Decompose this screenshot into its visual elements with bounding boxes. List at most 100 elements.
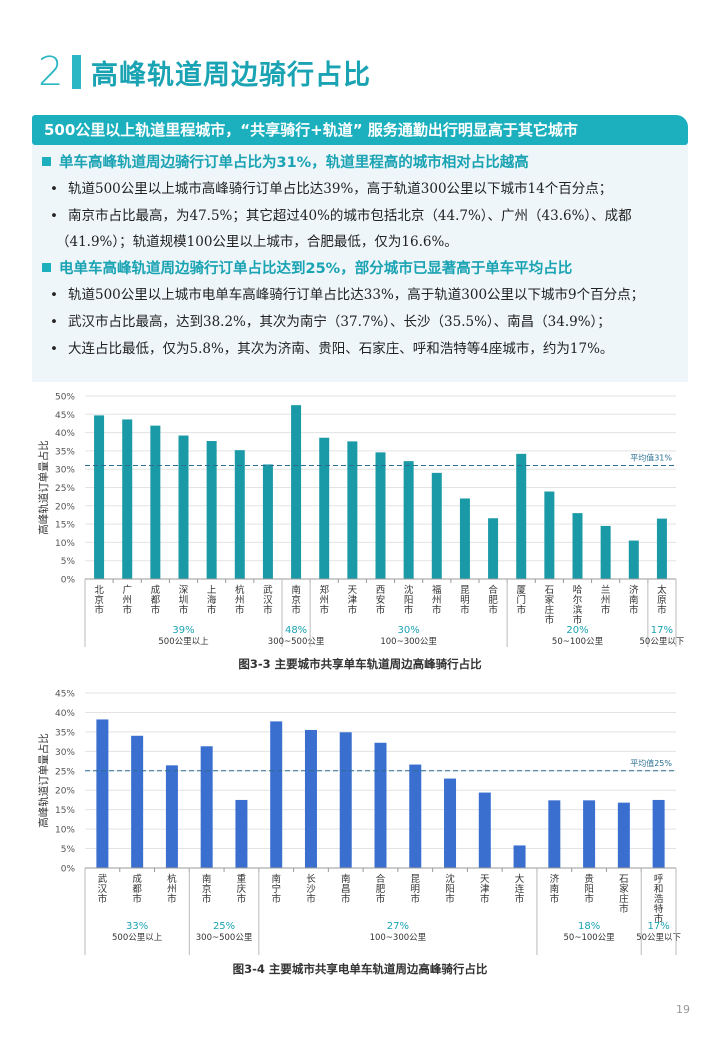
category-label: 重庆市 bbox=[237, 873, 247, 905]
bar-沈阳市 bbox=[403, 461, 414, 579]
bar-合肥市 bbox=[374, 742, 387, 868]
bar-大连市 bbox=[513, 845, 526, 868]
bar-石家庄市 bbox=[617, 802, 630, 868]
category-label: 成都市 bbox=[132, 873, 142, 905]
bar-天津市 bbox=[347, 441, 358, 579]
bar-成都市 bbox=[131, 735, 144, 868]
bar-兰州市 bbox=[600, 525, 611, 579]
y-tick-label: 25% bbox=[55, 484, 75, 494]
group-label: 300~500公里 bbox=[196, 933, 253, 943]
group-label: 500公里以上 bbox=[158, 637, 209, 647]
bar-昆明市 bbox=[409, 764, 422, 868]
category-label: 沈阳市 bbox=[445, 873, 455, 905]
bar-济南市 bbox=[548, 800, 561, 868]
category-label: 福州市 bbox=[432, 584, 442, 616]
group-label: 50公里以下 bbox=[636, 933, 681, 943]
findings-panel: 单车高峰轨道周边骑行订单占比为31%，轨道里程高的城市相对占比越高 轨道500公… bbox=[32, 145, 688, 382]
y-tick-label: 30% bbox=[55, 748, 75, 758]
group-share: 18% bbox=[578, 921, 600, 932]
category-label: 北京市 bbox=[94, 585, 104, 616]
group-share: 17% bbox=[648, 921, 670, 932]
bar-西安市 bbox=[375, 452, 386, 579]
category-label: 杭州市 bbox=[235, 584, 245, 616]
bar-哈尔滨市 bbox=[572, 513, 583, 579]
y-tick-label: 0% bbox=[61, 865, 76, 875]
bar-济南市 bbox=[628, 540, 639, 579]
y-tick-label: 30% bbox=[55, 466, 75, 476]
group-label: 300~500公里 bbox=[268, 637, 325, 647]
bar-石家庄市 bbox=[544, 491, 555, 579]
bike-bullet-1: 轨道500公里以上城市高峰骑行订单占比达39%，高于轨道300公里以下城市14个… bbox=[42, 176, 678, 203]
bar-昆明市 bbox=[459, 498, 470, 579]
bar-成都市 bbox=[150, 425, 161, 579]
ebike-subheading-text: 电单车高峰轨道周边骑行订单占比达到25%，部分城市已显著高于单车平均占比 bbox=[59, 261, 573, 277]
category-label: 武汉市 bbox=[98, 873, 108, 905]
y-tick-label: 45% bbox=[55, 690, 75, 700]
y-tick-label: 40% bbox=[55, 709, 75, 719]
bar-南京市 bbox=[291, 405, 302, 579]
average-label: 平均值31% bbox=[630, 453, 672, 463]
bar-贵阳市 bbox=[583, 800, 596, 868]
category-label: 兰州市 bbox=[601, 584, 611, 616]
category-label: 南京市 bbox=[202, 873, 212, 905]
square-bullet-icon bbox=[42, 263, 51, 272]
bar-南宁市 bbox=[270, 721, 283, 868]
group-share: 27% bbox=[387, 921, 409, 932]
category-label: 广州市 bbox=[122, 584, 132, 616]
group-label: 100~300公里 bbox=[370, 933, 427, 943]
category-label: 成都市 bbox=[151, 584, 161, 616]
group-share: 39% bbox=[172, 625, 194, 636]
chart2-caption: 图3-4 主要城市共享电单车轨道周边高峰骑行占比 bbox=[232, 962, 488, 976]
category-label: 南宁市 bbox=[271, 873, 281, 905]
y-tick-label: 20% bbox=[55, 787, 75, 797]
category-label: 天津市 bbox=[480, 874, 490, 905]
ebike-bullet-2: 武汉市占比最高，达到38.2%，其次为南宁（37.7%）、长沙（35.5%）、南… bbox=[42, 309, 678, 336]
group-share: 30% bbox=[398, 625, 420, 636]
category-label: 长沙市 bbox=[306, 873, 316, 905]
category-label: 南昌市 bbox=[341, 873, 351, 905]
category-label: 哈尔滨市 bbox=[573, 584, 583, 626]
bar-合肥市 bbox=[488, 518, 499, 579]
bar-南昌市 bbox=[339, 732, 352, 868]
category-label: 厦门市 bbox=[516, 585, 526, 616]
y-tick-label: 35% bbox=[55, 447, 75, 457]
y-axis-label: 高峰轨道订单量占比 bbox=[37, 733, 50, 828]
category-label: 南京市 bbox=[291, 584, 301, 616]
category-label: 深圳市 bbox=[179, 585, 189, 616]
bar-杭州市 bbox=[234, 450, 245, 579]
category-label: 石家庄市 bbox=[545, 585, 555, 626]
ebike-bullet-1: 轨道500公里以上城市电单车高峰骑行订单占比达33%，高于轨道300公里以下城市… bbox=[42, 282, 678, 309]
category-label: 呼和浩特市 bbox=[654, 874, 664, 925]
ebike-bullet-3: 大连占比最低，仅为5.8%，其次为济南、贵阳、石家庄、呼和浩特等4座城市，约为1… bbox=[42, 336, 678, 363]
bar-天津市 bbox=[478, 792, 491, 868]
category-label: 天津市 bbox=[348, 585, 358, 616]
group-share: 25% bbox=[213, 921, 235, 932]
ebike-subheading: 电单车高峰轨道周边骑行订单占比达到25%，部分城市已显著高于单车平均占比 bbox=[42, 259, 678, 279]
page-number: 19 bbox=[676, 1003, 690, 1016]
bar-郑州市 bbox=[319, 437, 330, 579]
bike-bullet-2: 南京市占比最高，为47.5%；其它超过40%的城市包括北京（44.7%）、广州（… bbox=[42, 203, 678, 255]
section-number: 2 bbox=[38, 49, 64, 95]
group-label: 500公里以上 bbox=[112, 933, 163, 943]
group-share: 17% bbox=[651, 625, 673, 636]
y-tick-label: 35% bbox=[55, 728, 75, 738]
y-tick-label: 25% bbox=[55, 767, 75, 777]
bar-杭州市 bbox=[165, 765, 178, 868]
y-tick-label: 50% bbox=[55, 393, 75, 403]
y-tick-label: 15% bbox=[55, 521, 75, 531]
group-label: 50~100公里 bbox=[564, 933, 616, 943]
y-tick-label: 40% bbox=[55, 429, 75, 439]
y-tick-label: 0% bbox=[61, 576, 76, 586]
chart1-caption: 图3-3 主要城市共享单车轨道周边高峰骑行占比 bbox=[238, 657, 482, 671]
bike-share-bar-chart: 0% 5% 10% 15% 20% 25% 30% 35% 40% 45% 50% 高峰轨道订单量占比… bbox=[37, 393, 685, 647]
category-label: 贵阳市 bbox=[584, 873, 594, 905]
average-label: 平均值25% bbox=[630, 758, 672, 768]
bar-北京市 bbox=[94, 415, 105, 579]
bar-上海市 bbox=[206, 441, 217, 579]
y-tick-label: 45% bbox=[55, 411, 75, 421]
category-label: 郑州市 bbox=[319, 584, 329, 616]
category-label: 昆明市 bbox=[460, 585, 470, 616]
bar-呼和浩特市 bbox=[652, 799, 665, 868]
category-label: 西安市 bbox=[376, 585, 386, 616]
category-label: 昆明市 bbox=[411, 874, 421, 905]
